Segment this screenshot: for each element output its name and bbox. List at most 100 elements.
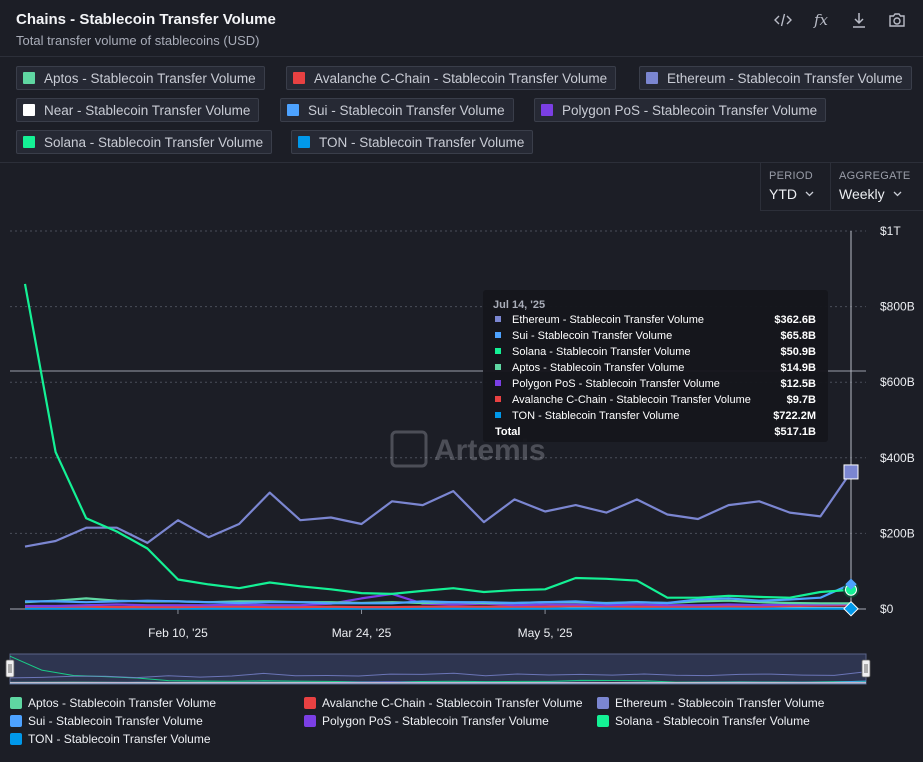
legend-item[interactable]: Polygon PoS - Stablecoin Transfer Volume [304, 714, 549, 728]
legend-item[interactable]: Solana - Stablecoin Transfer Volume [597, 714, 810, 728]
series-color-swatch [646, 72, 658, 84]
legend-item[interactable]: Sui - Stablecoin Transfer Volume [10, 714, 203, 728]
series-chip[interactable]: Near - Stablecoin Transfer Volume [16, 98, 260, 122]
chart-controls: PERIOD YTD AGGREGATE Weekly [760, 163, 923, 211]
series-chip-label: Solana - Stablecoin Transfer Volume [44, 134, 264, 150]
series-chip-label: Ethereum - Stablecoin Transfer Volume [667, 70, 903, 86]
series-line-sui [25, 583, 852, 605]
series-line-solana [23, 283, 852, 599]
tooltip-series-name: Ethereum - Stablecoin Transfer Volume [512, 314, 704, 326]
period-select[interactable]: PERIOD YTD [761, 163, 831, 210]
tooltip-series-value: $50.9B [781, 346, 817, 358]
y-tick-label: $0 [880, 602, 894, 616]
tooltip-swatch [495, 316, 501, 322]
navigator-handle[interactable] [5, 659, 15, 678]
series-color-swatch [541, 104, 553, 116]
y-tick-label: $1T [880, 224, 901, 238]
legend-item[interactable]: Avalanche C-Chain - Stablecoin Transfer … [304, 696, 583, 710]
tooltip-series-value: $12.5B [781, 378, 817, 390]
tooltip-series-value: $65.8B [781, 330, 817, 342]
camera-icon[interactable] [885, 9, 909, 31]
series-chip-label: Near - Stablecoin Transfer Volume [44, 102, 251, 118]
range-navigator[interactable] [5, 653, 871, 685]
series-chip-label: Aptos - Stablecoin Transfer Volume [44, 70, 256, 86]
series-chip[interactable]: Aptos - Stablecoin Transfer Volume [16, 66, 265, 90]
y-tick-label: $200B [880, 526, 915, 540]
y-tick-label: $400B [880, 451, 915, 465]
tooltip-date: Jul 14, '25 [493, 299, 545, 311]
legend-label: Ethereum - Stablecoin Transfer Volume [615, 696, 825, 710]
series-color-swatch [23, 72, 35, 84]
chart-toolbar: fx [771, 9, 909, 31]
series-chip-label: Avalanche C-Chain - Stablecoin Transfer … [314, 70, 608, 86]
tooltip-total-value: $517.1B [774, 426, 816, 438]
period-value: YTD [769, 186, 797, 202]
series-line-avalanche [25, 604, 852, 609]
tooltip-swatch [495, 396, 501, 402]
x-tick-label: Feb 10, '25 [148, 626, 208, 640]
series-chip[interactable]: Sui - Stablecoin Transfer Volume [280, 98, 514, 122]
series-color-swatch [293, 72, 305, 84]
aggregate-value: Weekly [839, 186, 885, 202]
formula-icon[interactable]: fx [809, 9, 833, 31]
tooltip-swatch [495, 412, 501, 418]
series-color-swatch [298, 136, 310, 148]
tooltip-series-name: Polygon PoS - Stablecoin Transfer Volume [512, 378, 720, 390]
series-color-swatch [23, 104, 35, 116]
legend-label: Sui - Stablecoin Transfer Volume [28, 714, 203, 728]
legend-item[interactable]: Ethereum - Stablecoin Transfer Volume [597, 696, 824, 710]
y-tick-label: $600B [880, 375, 915, 389]
navigator-series-line [9, 671, 867, 679]
tooltip-swatch [495, 348, 501, 354]
legend-label: Solana - Stablecoin Transfer Volume [615, 714, 810, 728]
x-tick-label: May 5, '25 [518, 626, 573, 640]
tooltip-series-name: Sui - Stablecoin Transfer Volume [512, 330, 672, 342]
navigator-handle[interactable] [861, 659, 871, 678]
series-chip[interactable]: Avalanche C-Chain - Stablecoin Transfer … [286, 66, 617, 90]
aggregate-select[interactable]: AGGREGATE Weekly [831, 163, 923, 210]
chart-subtitle: Total transfer volume of stablecoins (US… [16, 33, 260, 48]
legend-item[interactable]: TON - Stablecoin Transfer Volume [10, 732, 211, 746]
line-chart[interactable]: $0 $200B $400B $600B $800B $1T Feb 10, '25 Mar … [0, 215, 923, 690]
tooltip-series-name: Aptos - Stablecoin Transfer Volume [512, 362, 684, 374]
navigator-window [9, 653, 867, 685]
chart-header: Chains - Stablecoin Transfer Volume Tota… [0, 0, 923, 57]
hover-marker-sui [845, 578, 857, 590]
aggregate-label: AGGREGATE [839, 170, 911, 182]
tooltip: Jul 14, '25 Ethereum - Stablecoin Transfe… [483, 290, 828, 442]
legend-label: Aptos - Stablecoin Transfer Volume [28, 696, 217, 710]
series-line-polygon [25, 592, 852, 608]
series-chip-label: Sui - Stablecoin Transfer Volume [308, 102, 505, 118]
legend-swatch [304, 715, 316, 727]
legend-swatch [304, 697, 316, 709]
chevron-down-icon [893, 191, 902, 197]
y-tick-label: $800B [880, 300, 915, 314]
chart-title: Chains - Stablecoin Transfer Volume [16, 11, 276, 28]
legend-swatch [10, 697, 22, 709]
tooltip-swatch [495, 380, 501, 386]
tooltip-series-name: Avalanche C-Chain - Stablecoin Transfer … [512, 394, 751, 406]
formula-label: fx [813, 11, 828, 29]
legend-label: TON - Stablecoin Transfer Volume [28, 732, 211, 746]
download-icon[interactable] [847, 9, 871, 31]
series-chip-label: Polygon PoS - Stablecoin Transfer Volume [562, 102, 818, 118]
series-chip[interactable]: Ethereum - Stablecoin Transfer Volume [639, 66, 912, 90]
artemis-logo-icon [390, 430, 428, 468]
legend-swatch [10, 733, 22, 745]
tooltip-series-name: Solana - Stablecoin Transfer Volume [512, 346, 691, 358]
series-color-swatch [23, 136, 35, 148]
legend-label: Polygon PoS - Stablecoin Transfer Volume [322, 714, 549, 728]
code-icon[interactable] [771, 9, 795, 31]
series-line-ethereum [24, 471, 852, 548]
tooltip-series-value: $14.9B [781, 362, 817, 374]
series-chip[interactable]: Polygon PoS - Stablecoin Transfer Volume [534, 98, 827, 122]
hover-marker-ethereum [843, 464, 859, 480]
legend-item[interactable]: Aptos - Stablecoin Transfer Volume [10, 696, 216, 710]
chevron-down-icon [805, 191, 814, 197]
tooltip-series-value: $9.7B [787, 394, 816, 406]
tooltip-background [483, 290, 828, 442]
series-chip-label: TON - Stablecoin Transfer Volume [319, 134, 525, 150]
series-chip[interactable]: TON - Stablecoin Transfer Volume [291, 130, 534, 154]
tooltip-swatch [495, 332, 501, 338]
series-chip[interactable]: Solana - Stablecoin Transfer Volume [16, 130, 273, 154]
